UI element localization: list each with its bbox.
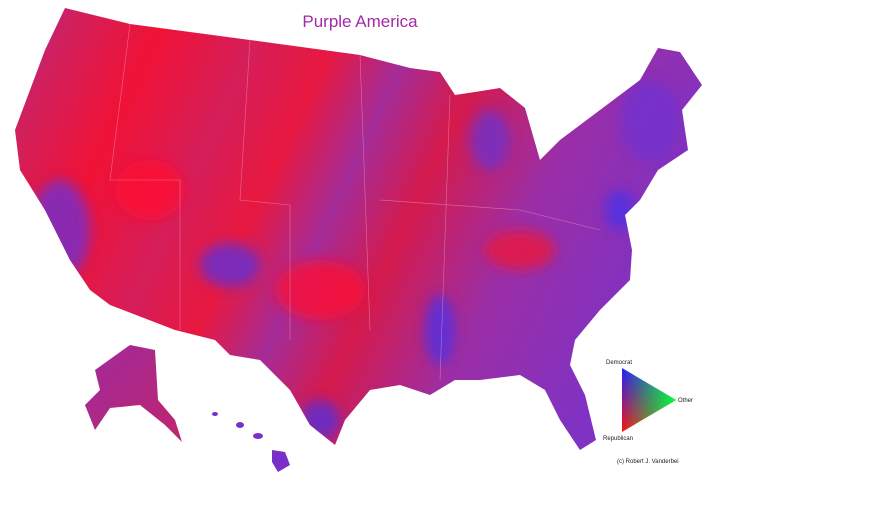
legend-label: Republican (603, 436, 633, 442)
legend-label: Other (678, 398, 693, 404)
hawaii (212, 412, 290, 472)
legend-label: Democrat (606, 360, 632, 366)
color-legend: Democrat Other Republican (603, 360, 693, 442)
alaska (85, 345, 182, 442)
credit: (c) Robert J. Vanderbei (617, 459, 679, 465)
map-title: Purple America (302, 12, 418, 31)
legend-triangle-overlay (622, 368, 676, 432)
